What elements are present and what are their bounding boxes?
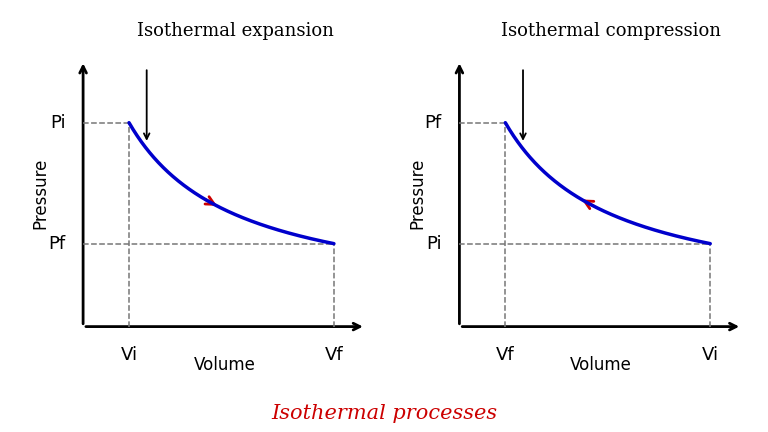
Text: Vf: Vf <box>496 346 515 364</box>
Text: Volume: Volume <box>194 356 255 374</box>
Text: Isothermal processes: Isothermal processes <box>271 404 497 423</box>
Text: Vf: Vf <box>325 346 343 364</box>
Text: Pi: Pi <box>50 114 65 132</box>
Text: Isothermal compression: Isothermal compression <box>502 22 721 40</box>
Text: Volume: Volume <box>570 356 631 374</box>
Text: Pf: Pf <box>48 235 65 253</box>
Text: Pf: Pf <box>425 114 442 132</box>
Text: Vi: Vi <box>702 346 719 364</box>
Text: Vi: Vi <box>121 346 137 364</box>
Text: Isothermal expansion: Isothermal expansion <box>137 22 333 40</box>
Text: Pressure: Pressure <box>31 158 50 229</box>
Text: Pi: Pi <box>426 235 442 253</box>
Text: Pressure: Pressure <box>408 158 426 229</box>
